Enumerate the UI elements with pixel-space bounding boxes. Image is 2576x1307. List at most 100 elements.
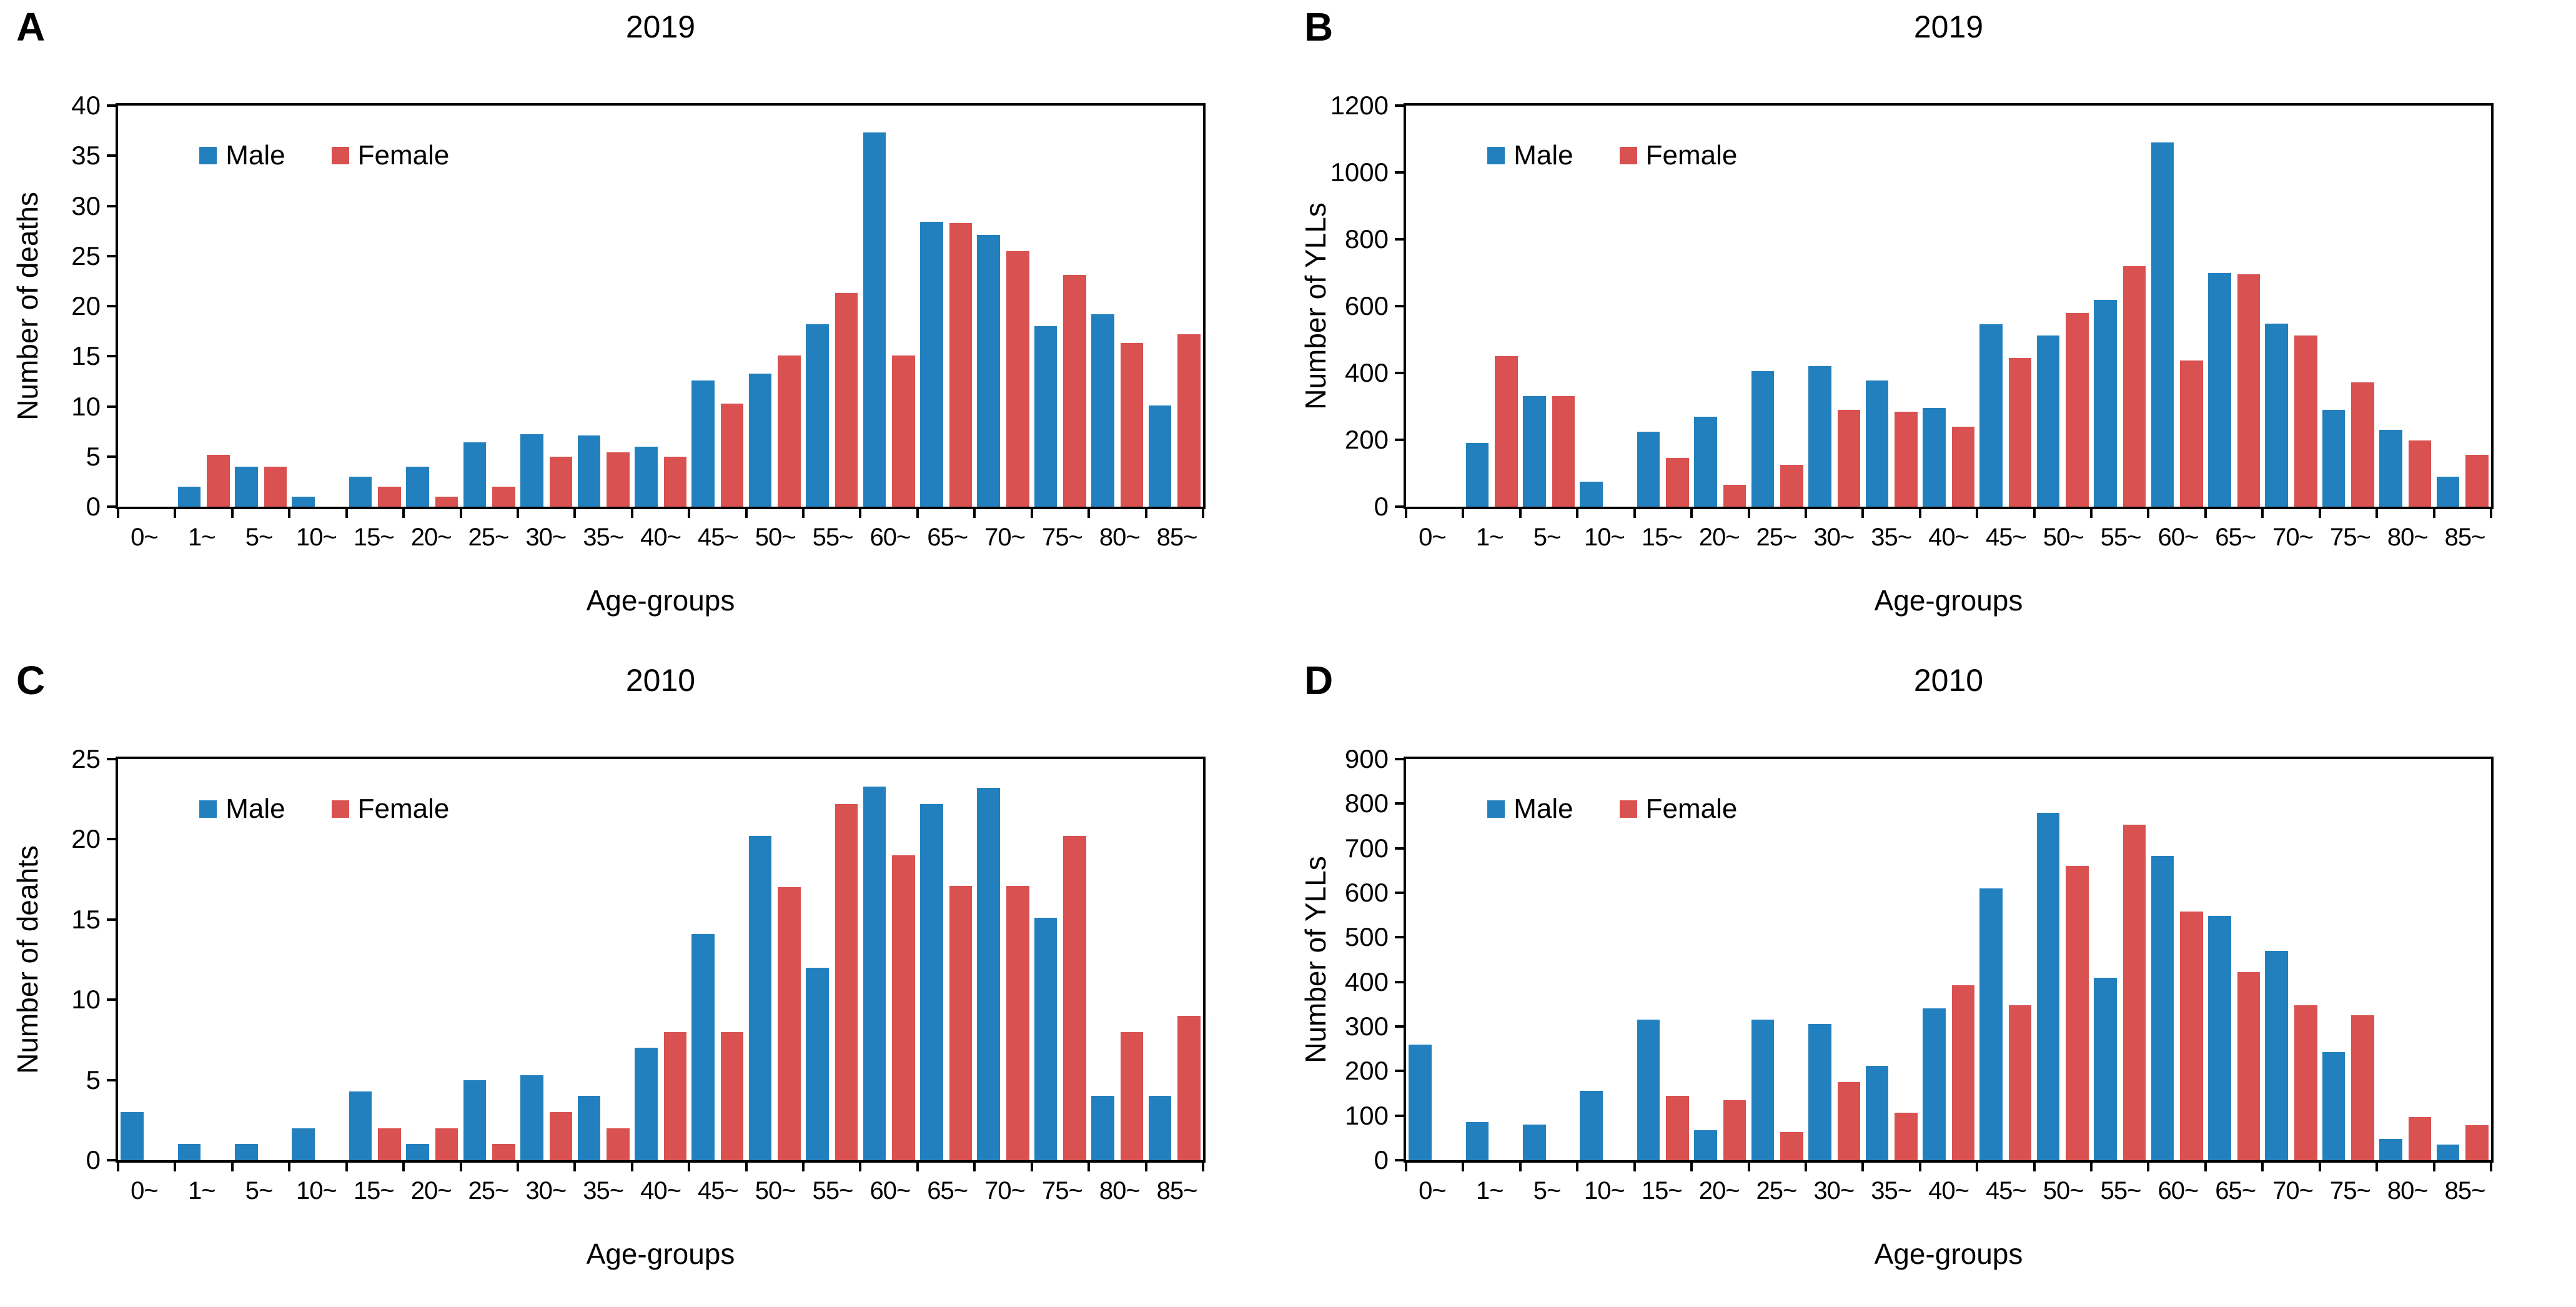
x-tick-mark — [1144, 1160, 1147, 1171]
bar-group-5~ — [232, 106, 289, 507]
bar-male-10~ — [1580, 481, 1603, 507]
x-tick-mark — [1690, 507, 1693, 518]
legend-male-label: Male — [225, 793, 285, 824]
x-tick-label: 70~ — [2272, 1177, 2314, 1205]
bar-female-20~ — [1723, 1100, 1746, 1160]
x-tick-mark — [1861, 1160, 1865, 1171]
bar-female-80~ — [2408, 1116, 2432, 1160]
y-tick-label: 300 — [1344, 1011, 1389, 1041]
bar-group-85~ — [1146, 759, 1203, 1160]
bar-female-70~ — [1006, 251, 1029, 507]
y-tick-mark — [1395, 980, 1406, 983]
x-tick-mark — [2033, 1160, 2036, 1171]
chart-title: 2019 — [1913, 9, 1984, 44]
y-tick-mark — [1395, 802, 1406, 805]
bar-group-30~ — [1806, 759, 1863, 1160]
x-tick-mark — [1804, 507, 1807, 518]
panel-letter: C — [16, 658, 46, 703]
y-tick-label: 25 — [71, 241, 101, 271]
y-tick-label: 100 — [1344, 1100, 1389, 1130]
bar-group-50~ — [746, 759, 803, 1160]
bar-group-75~ — [2320, 759, 2377, 1160]
bar-group-1~ — [1463, 106, 1520, 507]
y-tick-mark — [1395, 892, 1406, 895]
bar-group-65~ — [918, 106, 974, 507]
x-tick-label: 80~ — [1099, 524, 1141, 551]
x-tick-label: 60~ — [869, 1177, 911, 1205]
panel-b: B 2019 Number of YLLs Male Female 0 200 40… — [1288, 0, 2576, 654]
bar-female-75~ — [1063, 836, 1087, 1160]
bar-female-45~ — [2008, 357, 2032, 507]
bar-female-75~ — [1063, 275, 1087, 507]
y-axis-label: Number of deaths — [11, 192, 44, 420]
x-tick-mark — [1576, 1160, 1579, 1171]
x-tick-mark — [2261, 1160, 2264, 1171]
y-axis-label: Number of YLLs — [1299, 202, 1332, 410]
bar-group-20~ — [404, 759, 460, 1160]
bar-male-5~ — [234, 466, 258, 507]
x-tick-label: 50~ — [2043, 1177, 2084, 1205]
x-tick-mark — [117, 1160, 119, 1171]
bar-group-35~ — [1863, 106, 1920, 507]
bar-group-45~ — [1977, 759, 2034, 1160]
bar-female-30~ — [1837, 409, 1861, 507]
bar-group-40~ — [632, 106, 689, 507]
x-tick-mark — [1976, 1160, 1979, 1171]
bar-group-25~ — [461, 106, 518, 507]
x-tick-label: 25~ — [468, 524, 510, 551]
x-tick-labels: 0~ 1~ 5~ 10~ 15~ 20~ 25~ 30~ 35~ 40~ 45~ 50~ 55~ 60~ 6… — [116, 1177, 1206, 1205]
x-tick-label: 40~ — [640, 524, 681, 551]
bar-male-20~ — [406, 466, 429, 507]
y-tick-mark — [1395, 847, 1406, 850]
x-tick-label: 10~ — [1584, 1177, 1625, 1205]
x-tick-label: 75~ — [2329, 1177, 2371, 1205]
y-tick-mark — [1395, 439, 1406, 442]
bar-female-45~ — [720, 403, 744, 507]
bar-male-25~ — [1751, 1020, 1775, 1160]
x-tick-label: 10~ — [1584, 524, 1625, 551]
x-tick-label: 0~ — [131, 1177, 159, 1205]
bar-female-80~ — [1120, 343, 1144, 507]
bar-male-75~ — [1034, 326, 1058, 507]
plot-area: Male Female 0 200 400 600 800 1000 1200 — [1330, 92, 2494, 520]
bar-female-35~ — [1895, 1112, 1918, 1160]
bars-container — [1406, 759, 2491, 1160]
y-tick-mark — [1395, 1114, 1406, 1117]
bars-container — [118, 106, 1203, 507]
x-tick-mark — [1918, 507, 1921, 518]
y-tick-label: 600 — [1344, 291, 1389, 321]
bar-male-15~ — [349, 1091, 372, 1160]
bars-container — [118, 759, 1203, 1160]
x-tick-label: 45~ — [1985, 1177, 2027, 1205]
y-tick-label: 800 — [1344, 224, 1389, 254]
x-tick-mark — [916, 507, 919, 518]
bar-group-60~ — [860, 106, 917, 507]
x-tick-mark — [2033, 507, 2036, 518]
bar-group-40~ — [632, 759, 689, 1160]
bar-male-85~ — [2436, 1145, 2460, 1160]
bar-male-5~ — [1522, 396, 1546, 507]
bar-male-35~ — [577, 1096, 601, 1160]
bar-group-75~ — [1032, 106, 1089, 507]
x-tick-label: 60~ — [869, 524, 911, 551]
x-tick-mark — [1202, 1160, 1204, 1171]
bar-male-75~ — [2322, 1051, 2346, 1160]
x-tick-mark — [174, 1160, 177, 1171]
bar-male-20~ — [1694, 1130, 1717, 1160]
x-tick-label: 65~ — [927, 524, 968, 551]
bar-group-70~ — [2262, 759, 2319, 1160]
x-tick-labels: 0~ 1~ 5~ 10~ 15~ 20~ 25~ 30~ 35~ 40~ 45~ 50~ 55~ 60~ 6… — [116, 524, 1206, 552]
x-tick-mark — [288, 507, 291, 518]
x-axis-label: Age-groups — [1874, 1238, 2023, 1270]
x-tick-mark — [688, 1160, 691, 1171]
y-tick-label: 0 — [86, 492, 101, 521]
bar-female-40~ — [1951, 426, 1975, 507]
bar-group-35~ — [575, 759, 632, 1160]
x-tick-label: 45~ — [697, 524, 739, 551]
bar-male-25~ — [463, 442, 487, 507]
x-tick-label: 80~ — [2387, 1177, 2429, 1205]
bar-group-50~ — [746, 106, 803, 507]
bar-female-80~ — [2408, 440, 2432, 507]
bar-male-85~ — [1148, 405, 1172, 507]
x-axis-label: Age-groups — [1874, 584, 2023, 617]
